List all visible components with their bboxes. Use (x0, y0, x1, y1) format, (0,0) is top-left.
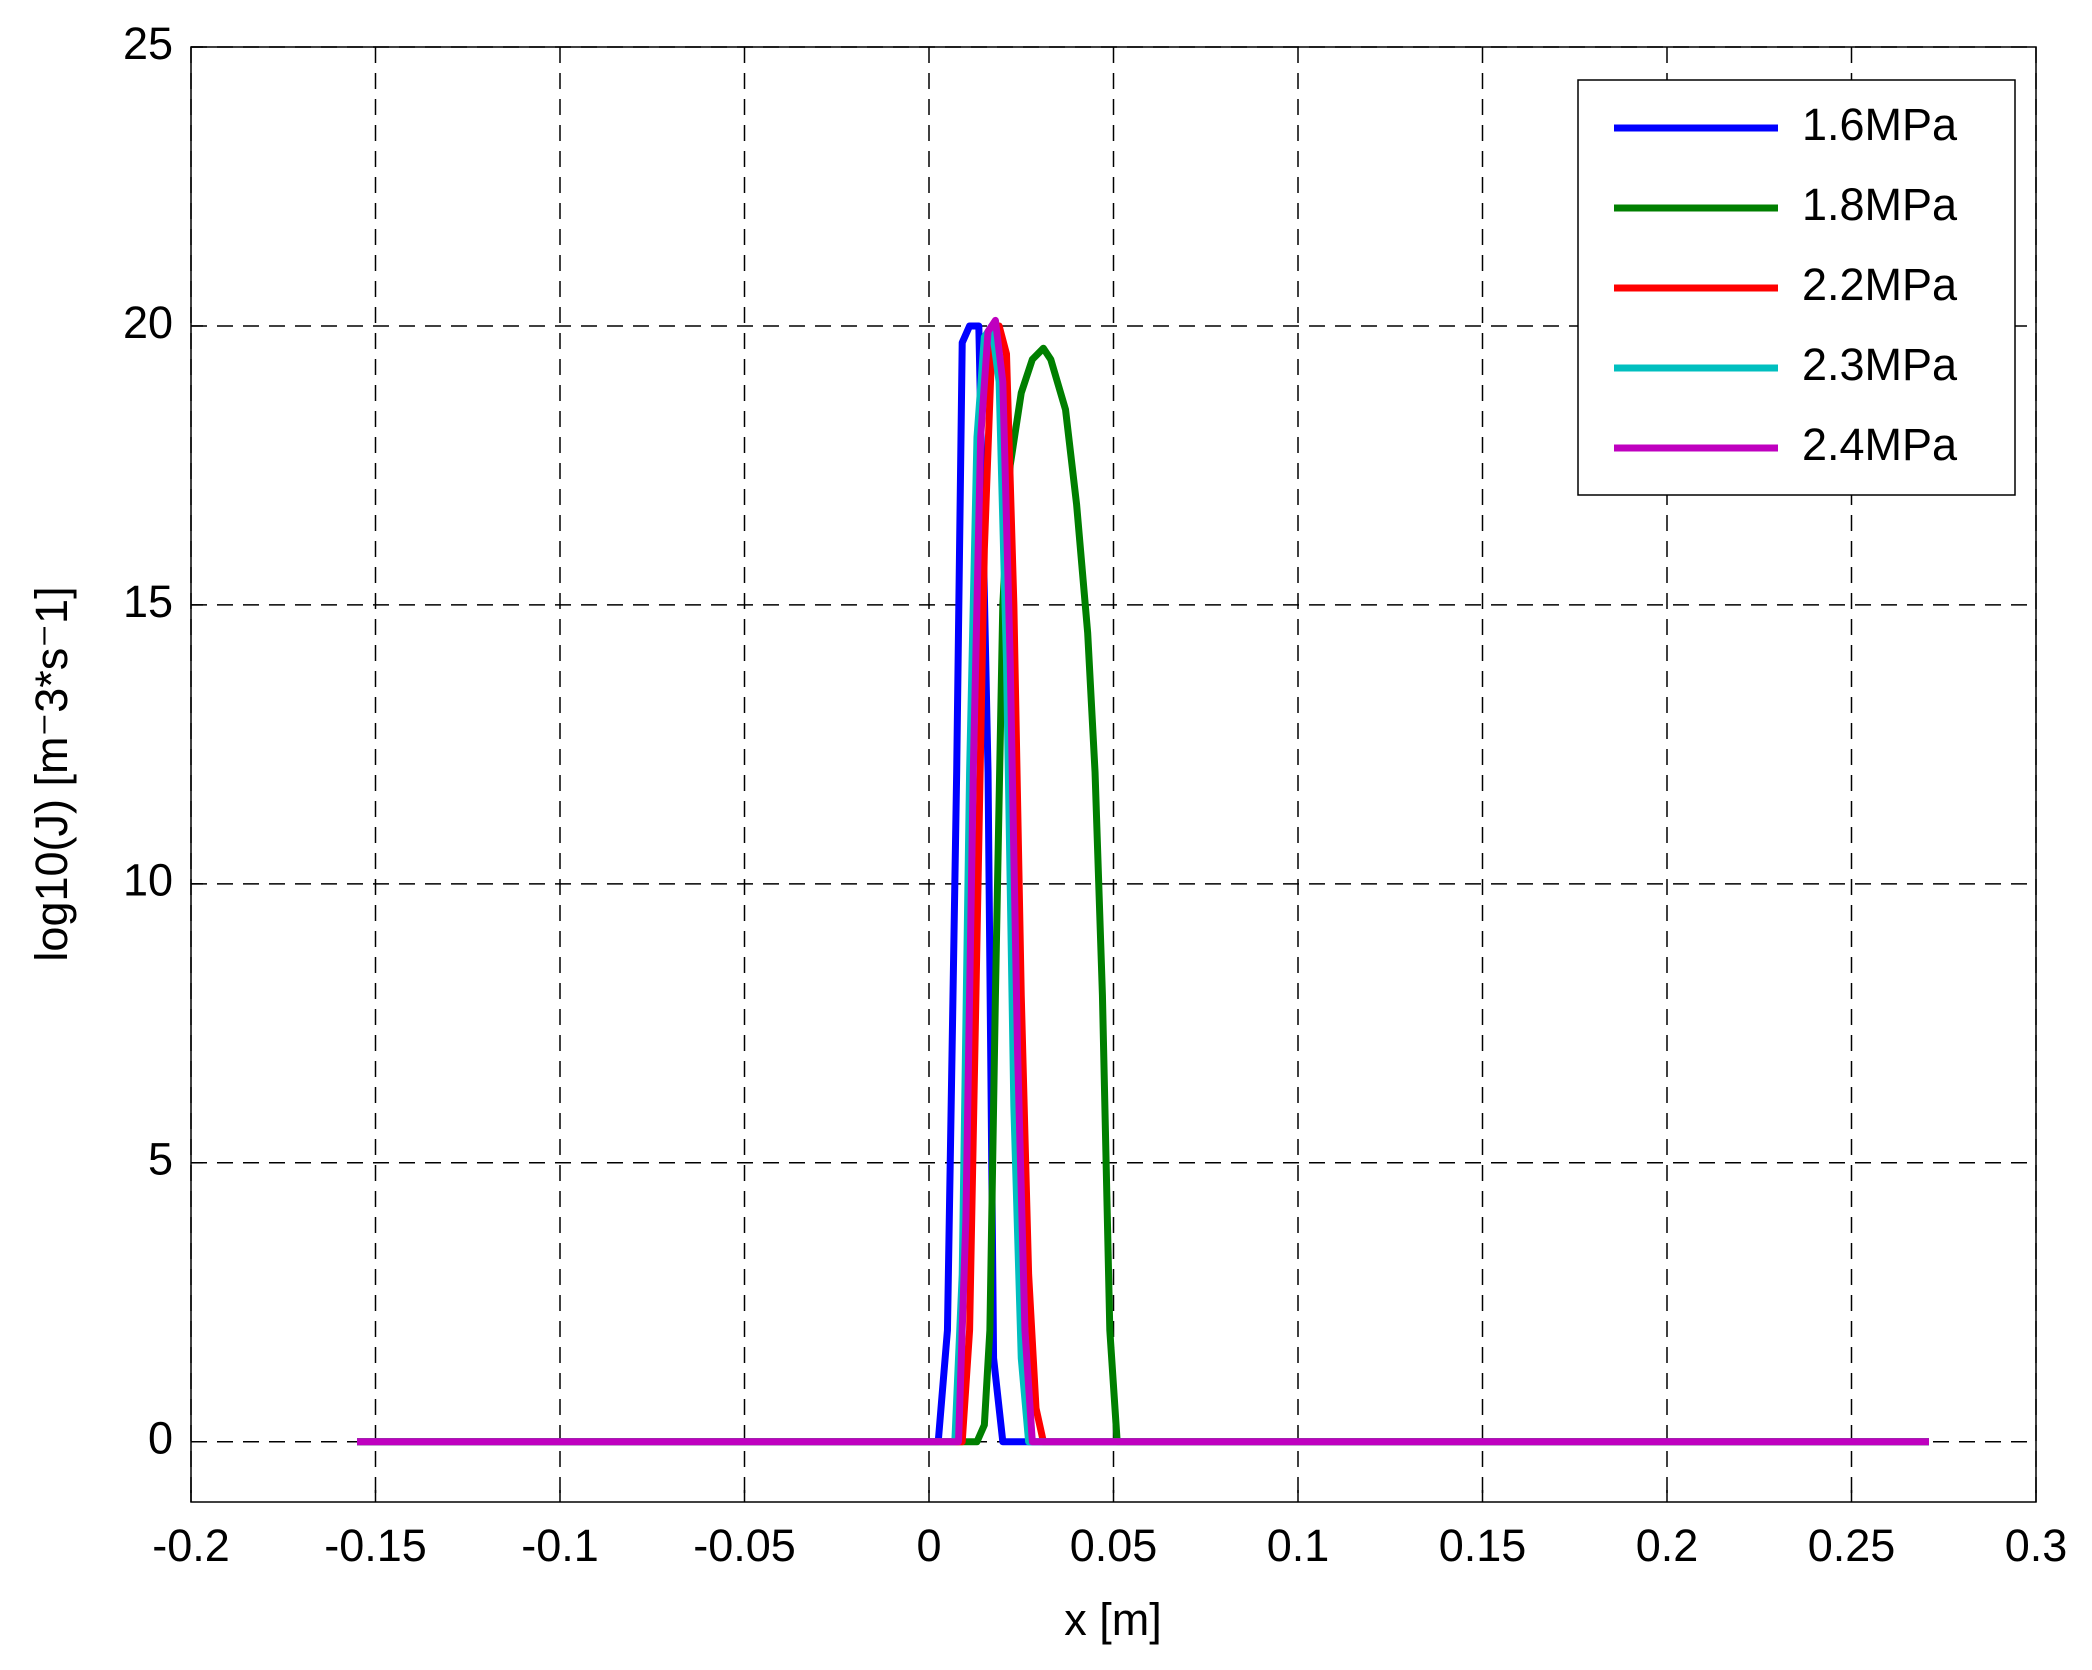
legend-label: 2.3MPa (1802, 339, 1958, 390)
legend-label: 2.4MPa (1802, 419, 1958, 470)
x-tick-label: -0.2 (152, 1520, 230, 1571)
legend-label: 1.6MPa (1802, 99, 1958, 150)
x-tick-label: 0.25 (1808, 1520, 1896, 1571)
x-tick-label: -0.1 (521, 1520, 599, 1571)
y-tick-label: 15 (123, 576, 173, 627)
y-tick-label: 20 (123, 297, 173, 348)
data-line (357, 344, 1929, 1446)
legend-label: 1.8MPa (1802, 179, 1958, 230)
y-tick-label: 5 (148, 1134, 173, 1185)
x-tick-label: 0.2 (1636, 1520, 1699, 1571)
x-tick-label: -0.15 (324, 1520, 427, 1571)
y-axis-label: log10(J) [m⁻3*s⁻1] (26, 586, 77, 961)
x-tick-label: 0.3 (2005, 1520, 2068, 1571)
y-tick-label: 0 (148, 1413, 173, 1464)
x-tick-label: -0.05 (693, 1520, 796, 1571)
x-tick-label: 0.15 (1439, 1520, 1527, 1571)
x-tick-label: 0 (916, 1520, 941, 1571)
x-tick-label: 0.05 (1070, 1520, 1158, 1571)
data-line (357, 322, 1929, 1446)
legend-label: 2.2MPa (1802, 259, 1958, 310)
data-line (357, 316, 1929, 1446)
x-axis-label: x [m] (1064, 1594, 1162, 1645)
data-line (357, 322, 1929, 1446)
x-tick-label: 0.1 (1267, 1520, 1330, 1571)
plot-frame (190, 46, 2037, 1503)
y-tick-label: 25 (123, 18, 173, 69)
y-tick-label: 10 (123, 855, 173, 906)
